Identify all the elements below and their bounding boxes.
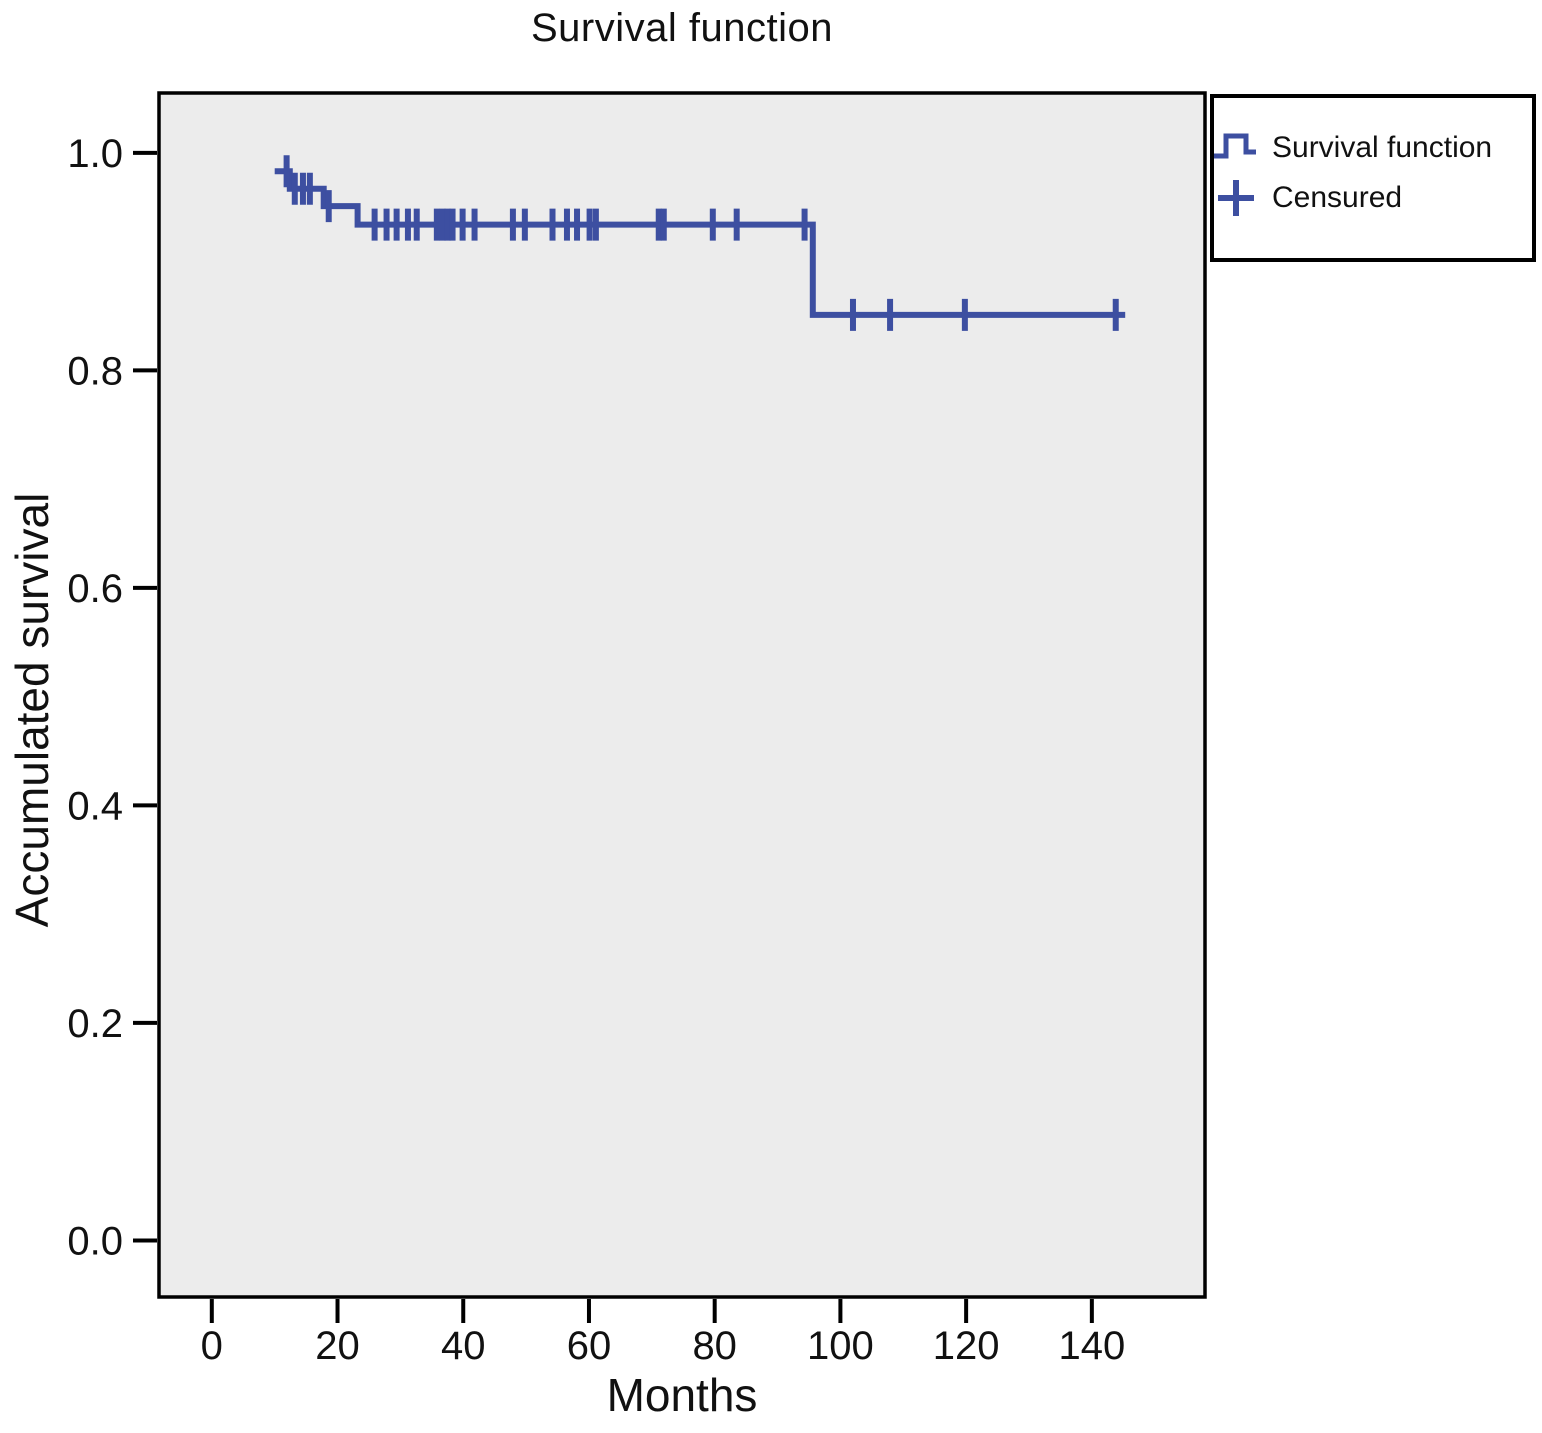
chart-title: Survival function — [531, 6, 833, 50]
x-tick-label: 0 — [201, 1324, 223, 1368]
y-tick-label: 0.6 — [67, 567, 123, 611]
legend: Survival function Censured — [1210, 94, 1536, 262]
plot-panel — [157, 91, 1207, 1299]
legend-entry-censured: Censured — [1214, 176, 1402, 220]
y-tick-label: 0.8 — [67, 349, 123, 393]
x-axis-title: Months — [606, 1369, 758, 1421]
legend-label-survival-function: Survival function — [1272, 131, 1493, 164]
step-line-icon — [1214, 133, 1256, 159]
legend-entry-survival-function: Survival function — [1214, 126, 1492, 170]
x-tick-label: 40 — [441, 1324, 486, 1368]
y-tick-label: 0.2 — [67, 1002, 123, 1046]
y-tick-label: 1.0 — [67, 132, 123, 176]
legend-label-censured: Censured — [1272, 181, 1403, 214]
x-tick-label: 60 — [567, 1324, 612, 1368]
x-tick-label: 20 — [315, 1324, 360, 1368]
y-tick-label: 0.4 — [67, 784, 123, 828]
x-tick-label: 120 — [933, 1324, 1000, 1368]
x-tick-label: 140 — [1058, 1324, 1125, 1368]
plus-icon — [1218, 180, 1254, 216]
x-tick-label: 100 — [807, 1324, 874, 1368]
survival-curve — [274, 168, 1126, 318]
x-tick-label: 80 — [692, 1324, 737, 1368]
y-tick-label: 0.0 — [67, 1219, 123, 1263]
